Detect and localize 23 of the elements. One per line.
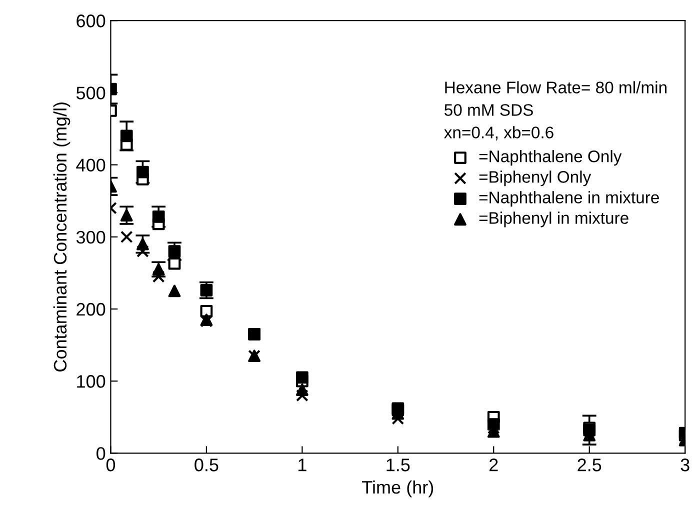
y-tick-label: 300 bbox=[76, 230, 106, 244]
legend-label: =Biphenyl in mixture bbox=[479, 212, 628, 228]
y-tick-label: 600 bbox=[76, 14, 106, 28]
y-tick-label: 200 bbox=[76, 302, 106, 316]
y-tick-label: 500 bbox=[76, 86, 106, 100]
x-tick-label: 2 bbox=[490, 458, 498, 472]
legend-label: =Naphthalene in mixture bbox=[479, 191, 659, 207]
y-axis-title: Contaminant Concentration (mg/l) bbox=[53, 102, 70, 372]
y-tick-label: 0 bbox=[96, 447, 106, 460]
x-tick-label: 0.5 bbox=[194, 458, 218, 472]
x-tick-label: 1.5 bbox=[386, 458, 410, 472]
x-tick-label: 3 bbox=[680, 458, 690, 472]
legend-label: =Naphthalene Only bbox=[479, 150, 622, 166]
x-tick-label: 0 bbox=[106, 458, 116, 472]
annotation: 50 mM SDS bbox=[444, 104, 533, 116]
legend-label: =Biphenyl Only bbox=[479, 170, 592, 186]
x-tick-label: 2.5 bbox=[578, 458, 602, 472]
y-tick-label: 100 bbox=[77, 375, 106, 388]
annotation: xn=0.4, xb=0.6 bbox=[444, 126, 554, 140]
annotation: Hexane Flow Rate= 80 ml/min bbox=[445, 81, 666, 94]
x-axis-title: Time (hr) bbox=[362, 480, 434, 498]
x-tick-label: 1 bbox=[298, 458, 306, 472]
y-tick-label: 400 bbox=[76, 158, 106, 172]
